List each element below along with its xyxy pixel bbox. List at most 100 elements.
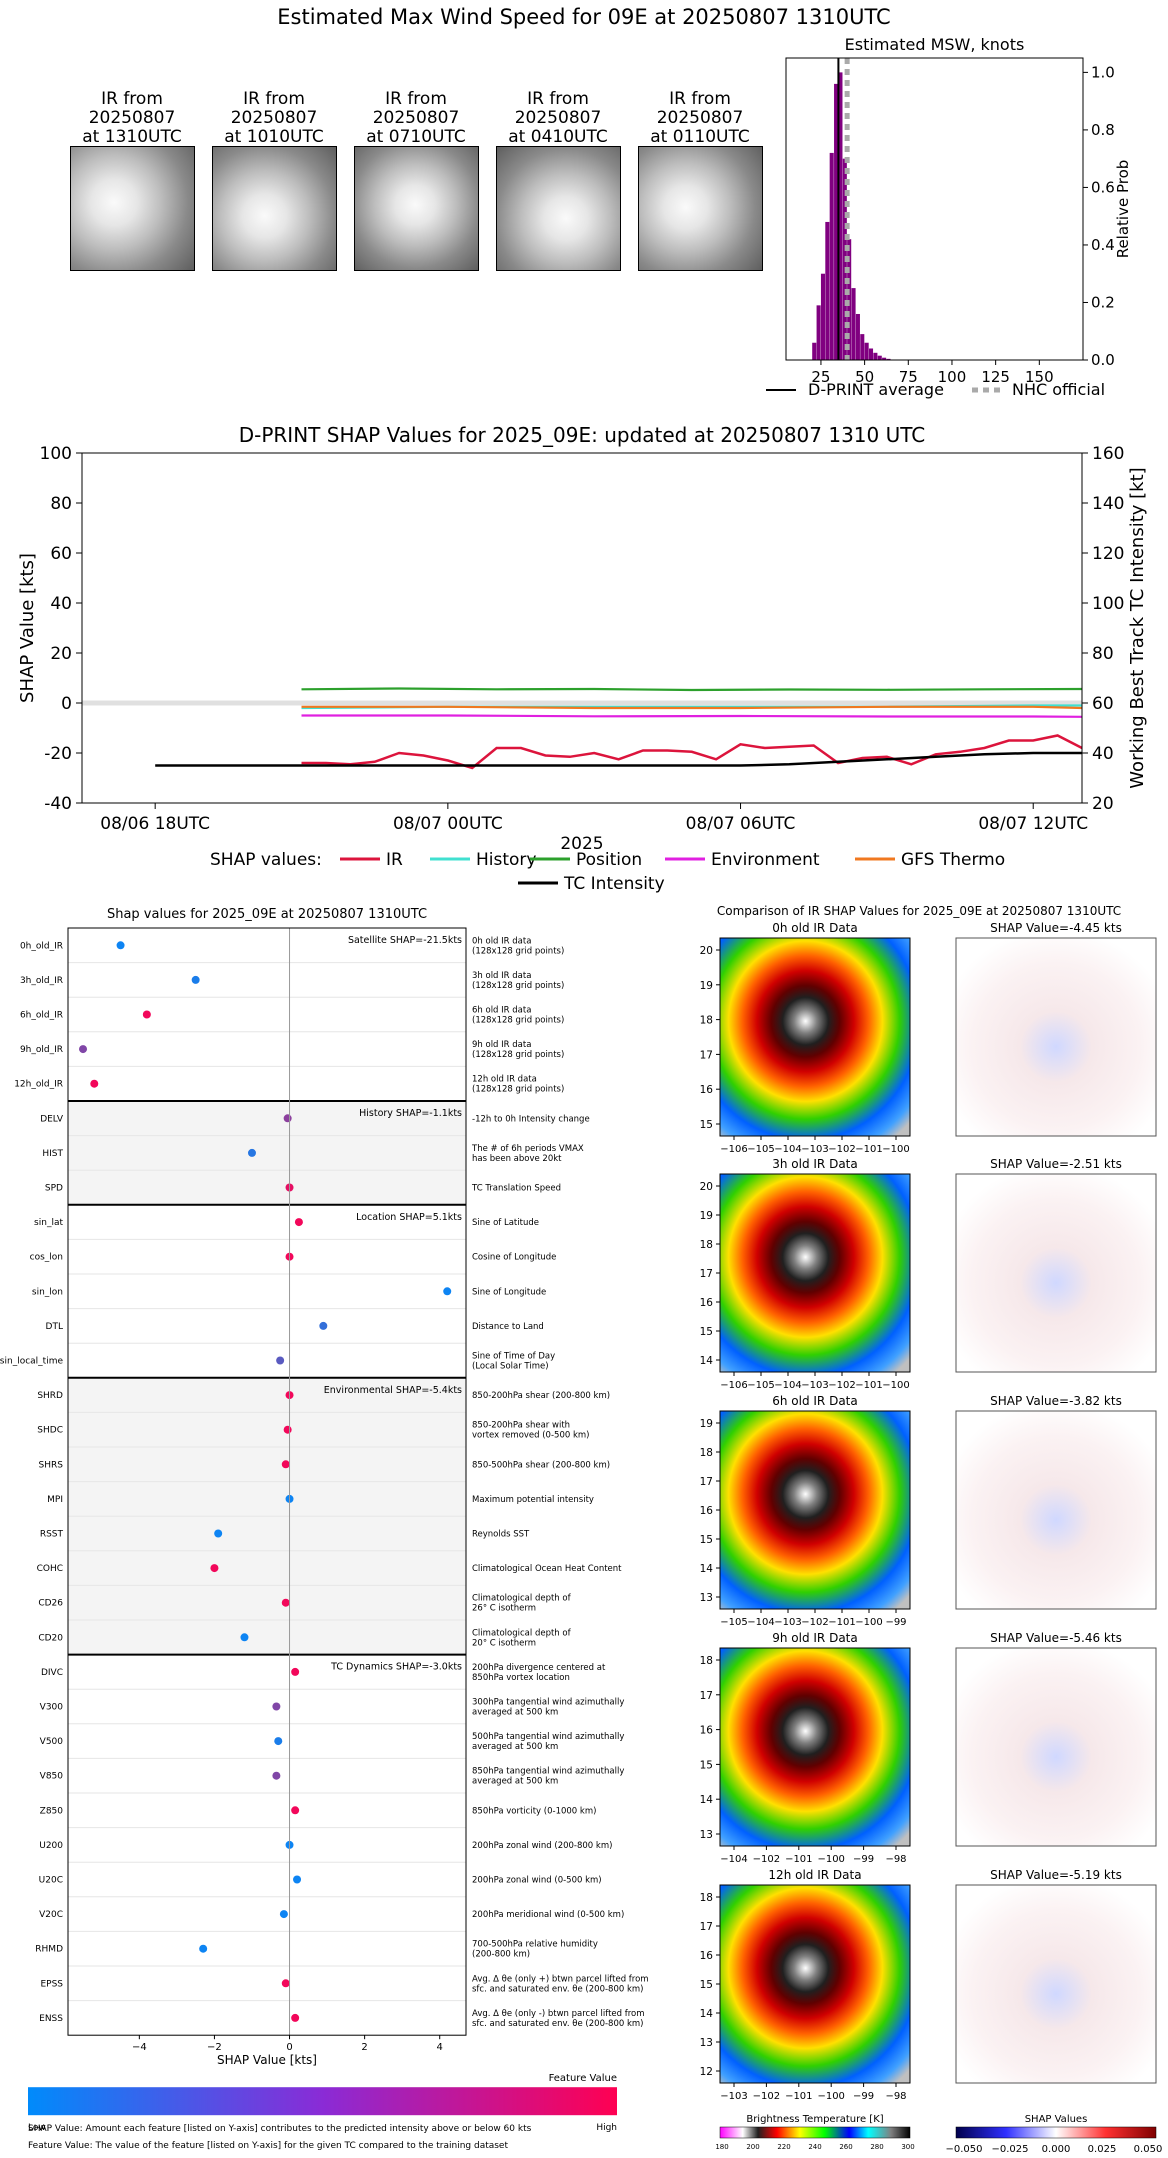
ir-x-tick-label: −104: [774, 1144, 801, 1155]
ir-y-tick-label: 12: [700, 2066, 713, 2078]
ir-thumbnail-label-line: 20250807: [514, 108, 602, 128]
ir-x-tick-label: −102: [753, 1854, 780, 1865]
ir-x-tick-label: −102: [801, 1617, 828, 1628]
feature-shap-dot: [79, 1045, 88, 1054]
ir-y-tick-label: 20: [700, 945, 713, 957]
ir-y-tick-label: 18: [700, 1239, 713, 1251]
ir-data-panel: [719, 1410, 911, 1610]
feature-description: 9h old IR data: [472, 1040, 531, 1050]
ir-y-tick-label: 14: [700, 2008, 714, 2020]
feature-shap-dot: [214, 1529, 223, 1538]
feature-group-bg: [68, 1654, 466, 2036]
timeseries-y2-tick-label: 80: [1092, 644, 1114, 664]
feature-name-label: 0h_old_IR: [20, 941, 63, 951]
ir-x-tick-label: −102: [828, 1144, 855, 1155]
zero-band: [82, 700, 1082, 706]
timeseries-x-tick-label: 08/07 06UTC: [686, 814, 796, 834]
feature-name-label: CD20: [38, 1633, 63, 1643]
histogram-frame: [785, 57, 1084, 361]
shap-panel-title: SHAP Value=-5.46 kts: [990, 1631, 1122, 1645]
feature-name-label: COHC: [37, 1564, 63, 1574]
feature-name-label: SHDC: [37, 1426, 63, 1436]
ir-thumbnail-label-line: 20250807: [372, 108, 460, 128]
feature-name-label: sin_local_time: [0, 1357, 63, 1367]
ir-thumbnail-label: IR from 20250807 at 0710UTC: [344, 90, 488, 147]
ir-y-tick-label: 17: [700, 1476, 713, 1488]
feature-name-label: Z850: [40, 1806, 64, 1816]
timeseries-y-tick-label: -40: [44, 794, 72, 814]
timeseries-y2-tick-label: 140: [1092, 494, 1124, 514]
bt-colorbar-tick-label: 280: [870, 2143, 883, 2151]
feature-description: Sine of Latitude: [472, 1218, 539, 1228]
feature-name-label: V300: [40, 1703, 64, 1713]
ir-y-tick-label: 16: [700, 1725, 714, 1737]
feature-shap-dot: [210, 1564, 219, 1573]
histogram-x-tick-label: 100: [938, 368, 967, 386]
histogram-x-tick-label: 75: [899, 368, 918, 386]
ir-thumbnail-label-line: 20250807: [88, 108, 176, 128]
timeseries-y2-tick-label: 40: [1092, 744, 1114, 764]
feature-shap-dot: [281, 1598, 290, 1607]
feature-description: Climatological depth of: [472, 1594, 572, 1604]
bt-colorbar-tick-label: 180: [715, 2143, 728, 2151]
feature-shap-dot: [276, 1356, 285, 1365]
ir-y-tick-label: 18: [700, 1655, 713, 1667]
bt-colorbar-tick-label: 300: [901, 2143, 914, 2151]
ir-thumbnail-label-line: at 0710UTC: [366, 127, 466, 147]
ir-thumbnail-label-line: IR from: [243, 89, 305, 109]
histogram-x-tick-label: 150: [1025, 368, 1054, 386]
page-title: Estimated Max Wind Speed for 09E at 2025…: [277, 5, 891, 29]
feature-description: sfc. and saturated env. θe (200-800 km): [472, 1984, 644, 1994]
feature-description: Reynolds SST: [472, 1530, 530, 1540]
ir-thumbnail-label-line: 20250807: [230, 108, 318, 128]
ir-y-tick-label: 16: [700, 1505, 714, 1517]
feature-description: (200-800 km): [472, 1950, 530, 1960]
feature-group-bg: [68, 1101, 466, 1205]
shap-panel-title: SHAP Value=-2.51 kts: [990, 1157, 1122, 1171]
ir-data-panel: [719, 1173, 911, 1373]
ir-x-tick-label: −99: [885, 1617, 906, 1628]
timeseries-y2-tick-label: 100: [1092, 594, 1124, 614]
feature-description: 850hPa vortex location: [472, 1673, 570, 1683]
feature-description: 850-200hPa shear with: [472, 1421, 570, 1431]
feature-name-label: DTL: [46, 1322, 63, 1332]
ir-y-tick-label: 18: [700, 1015, 713, 1027]
feature-shap-dot: [116, 941, 125, 950]
legend-label: IR: [386, 850, 403, 870]
ir-x-tick-label: −102: [828, 1380, 855, 1391]
feature-name-label: DELV: [40, 1114, 64, 1124]
ir-y-tick-label: 15: [700, 1326, 713, 1338]
feature-name-label: MPI: [47, 1495, 63, 1505]
histogram-bar: [820, 273, 826, 360]
histogram-bar: [873, 352, 878, 360]
ir-thumbnail-image: [212, 146, 337, 271]
histogram-bar: [812, 342, 817, 360]
ir-thumbnail-label-line: at 0110UTC: [650, 127, 750, 147]
timeseries-y-tick-label: -20: [44, 744, 72, 764]
feature-shap-dot: [274, 1737, 283, 1746]
ir-x-tick-label: −105: [747, 1380, 774, 1391]
ir-x-tick-label: −101: [785, 2091, 812, 2102]
timeseries-y2-label: Working Best Track TC Intensity [kt]: [1127, 467, 1148, 788]
legend-label: Environment: [711, 850, 820, 870]
histogram-bar: [860, 334, 865, 360]
feature-shap-dot: [281, 1979, 290, 1988]
feature-name-label: EPSS: [40, 1979, 63, 1989]
shap-heatmap-panel: [955, 1647, 1157, 1847]
feature-name-label: V850: [40, 1772, 64, 1782]
feature-name-label: cos_lon: [30, 1253, 63, 1263]
feature-description: 200hPa divergence centered at: [472, 1663, 606, 1673]
ir-x-tick-label: −98: [885, 1854, 906, 1865]
feature-name-label: sin_lon: [32, 1287, 63, 1297]
ir-x-tick-label: −99: [853, 1854, 874, 1865]
histogram-bar: [882, 357, 887, 360]
bt-colorbar-tick-label: 220: [777, 2143, 790, 2151]
feature-description: The # of 6h periods VMAX: [471, 1144, 584, 1154]
ir-x-tick-label: −106: [720, 1380, 747, 1391]
ir-y-tick-label: 17: [700, 1690, 713, 1702]
ir-data-panel: [719, 1884, 911, 2084]
ir-x-tick-label: −104: [747, 1617, 774, 1628]
feature-description: averaged at 500 km: [472, 1777, 558, 1787]
ir-thumbnail-label-line: at 1010UTC: [224, 127, 324, 147]
ir-x-tick-label: −105: [720, 1617, 747, 1628]
